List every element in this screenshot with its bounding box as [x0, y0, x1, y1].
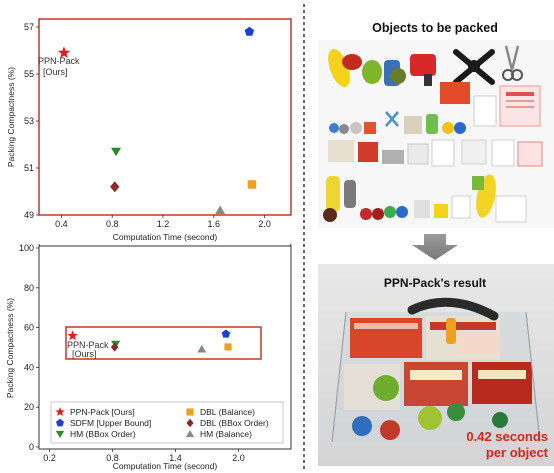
- point-hm-balance: [215, 205, 226, 215]
- result-panel: PPN-Pack's result 0.42 seconds per objec…: [318, 264, 554, 466]
- legend: PPN-Pack [Ours]SDFM [Upper Bound]HM (BBo…: [55, 407, 269, 439]
- full-x-axis-label: Computation Time (second): [113, 461, 218, 471]
- legend-marker-sdfm-upper-bound: [56, 418, 64, 427]
- legend-label-hm-bbox-order: HM (BBox Order): [70, 429, 136, 439]
- legend-box: [50, 401, 284, 444]
- zoom-y-axis-label: Packing Compactness (%): [6, 67, 16, 167]
- x-tick-label: 1.6: [208, 219, 221, 229]
- point-ppn-pack-ours: [67, 330, 78, 341]
- zoom-annotation-name: PPN-Pack: [38, 56, 80, 66]
- zoom-x-axis-label: Computation Time (second): [113, 232, 218, 242]
- down-arrow-icon: [412, 234, 458, 260]
- x-tick-label: 0.8: [106, 453, 119, 463]
- point-dbl-balance: [224, 343, 232, 351]
- x-tick-label: 1.2: [157, 219, 170, 229]
- y-tick-label: 80: [24, 283, 34, 293]
- legend-label-sdfm-upper-bound: SDFM [Upper Bound]: [70, 418, 151, 428]
- point-hm-bbox-order: [111, 147, 122, 157]
- x-tick-label: 2.0: [258, 219, 271, 229]
- point-hm-balance: [197, 344, 207, 353]
- full-annotation-name: PPN-Pack: [67, 340, 109, 350]
- full-annotation-ours: [Ours]: [72, 349, 97, 359]
- x-tick-label: 2.0: [232, 453, 245, 463]
- point-dbl-bbox-order: [110, 342, 119, 352]
- full-y-ticks: 0 20 40 60 80 100: [19, 243, 39, 452]
- x-tick-label: 0.8: [106, 219, 119, 229]
- zoom-chart-frame: [38, 18, 292, 216]
- y-tick-label: 55: [24, 69, 34, 79]
- y-tick-label: 57: [24, 22, 34, 32]
- legend-marker-hm-bbox-order: [55, 430, 65, 438]
- legend-label-dbl-balance: DBL (Balance): [200, 407, 255, 417]
- legend-marker-dbl-bbox-order: [186, 418, 194, 428]
- y-tick-label: 53: [24, 116, 34, 126]
- zoom-marks: [57, 26, 257, 215]
- zoom-region-box: [65, 326, 262, 360]
- y-tick-label: 60: [24, 323, 34, 333]
- legend-marker-ppn-pack-ours: [55, 407, 65, 417]
- full-y-axis-label: Packing Compactness (%): [5, 298, 15, 398]
- point-sdfm-upper-bound: [244, 26, 255, 36]
- point-dbl-bbox-order: [110, 181, 120, 193]
- zoom-y-ticks: 49 51 53 55 57: [24, 22, 39, 220]
- legend-label-hm-balance: HM (Balance): [200, 429, 252, 439]
- legend-marker-dbl-balance: [186, 408, 194, 416]
- objects-image: [323, 45, 543, 223]
- zoom-annotation-ours: [Ours]: [43, 67, 68, 77]
- objects-panel: Objects to be packed: [318, 21, 554, 228]
- point-sdfm-upper-bound: [221, 329, 231, 338]
- time-unit: per object: [486, 445, 549, 460]
- y-tick-label: 20: [24, 402, 34, 412]
- x-tick-label: 0.4: [55, 219, 68, 229]
- packed-container-image: [331, 297, 541, 443]
- y-tick-label: 40: [24, 362, 34, 372]
- y-tick-label: 0: [29, 442, 34, 452]
- zoom-chart: 49 51 53 55 57 0.4 0.8 1.2 1.6 2.0 Computation T…: [6, 18, 292, 242]
- legend-marker-hm-balance: [185, 430, 195, 438]
- full-x-ticks: 0.2 0.8 1.4 2.0: [43, 449, 245, 463]
- full-chart: 0 20 40 60 80 100 0.2 0.8 1.4 2.0 Computation Ti…: [5, 243, 292, 471]
- objects-title: Objects to be packed: [372, 21, 498, 35]
- point-ppn-pack-ours: [57, 46, 71, 59]
- y-tick-label: 51: [24, 163, 34, 173]
- time-value: 0.42 seconds: [466, 429, 548, 444]
- y-tick-label: 100: [19, 243, 34, 253]
- point-dbl-balance: [247, 180, 257, 189]
- full-marks: [67, 329, 232, 353]
- zoom-x-ticks: 0.4 0.8 1.2 1.6 2.0: [55, 215, 271, 229]
- result-title: PPN-Pack's result: [384, 276, 486, 290]
- y-tick-label: 49: [24, 210, 34, 220]
- legend-label-ppn-pack-ours: PPN-Pack [Ours]: [70, 407, 135, 417]
- x-tick-label: 1.4: [169, 453, 182, 463]
- legend-label-dbl-bbox-order: DBL (BBox Order): [200, 418, 269, 428]
- x-tick-label: 0.2: [43, 453, 56, 463]
